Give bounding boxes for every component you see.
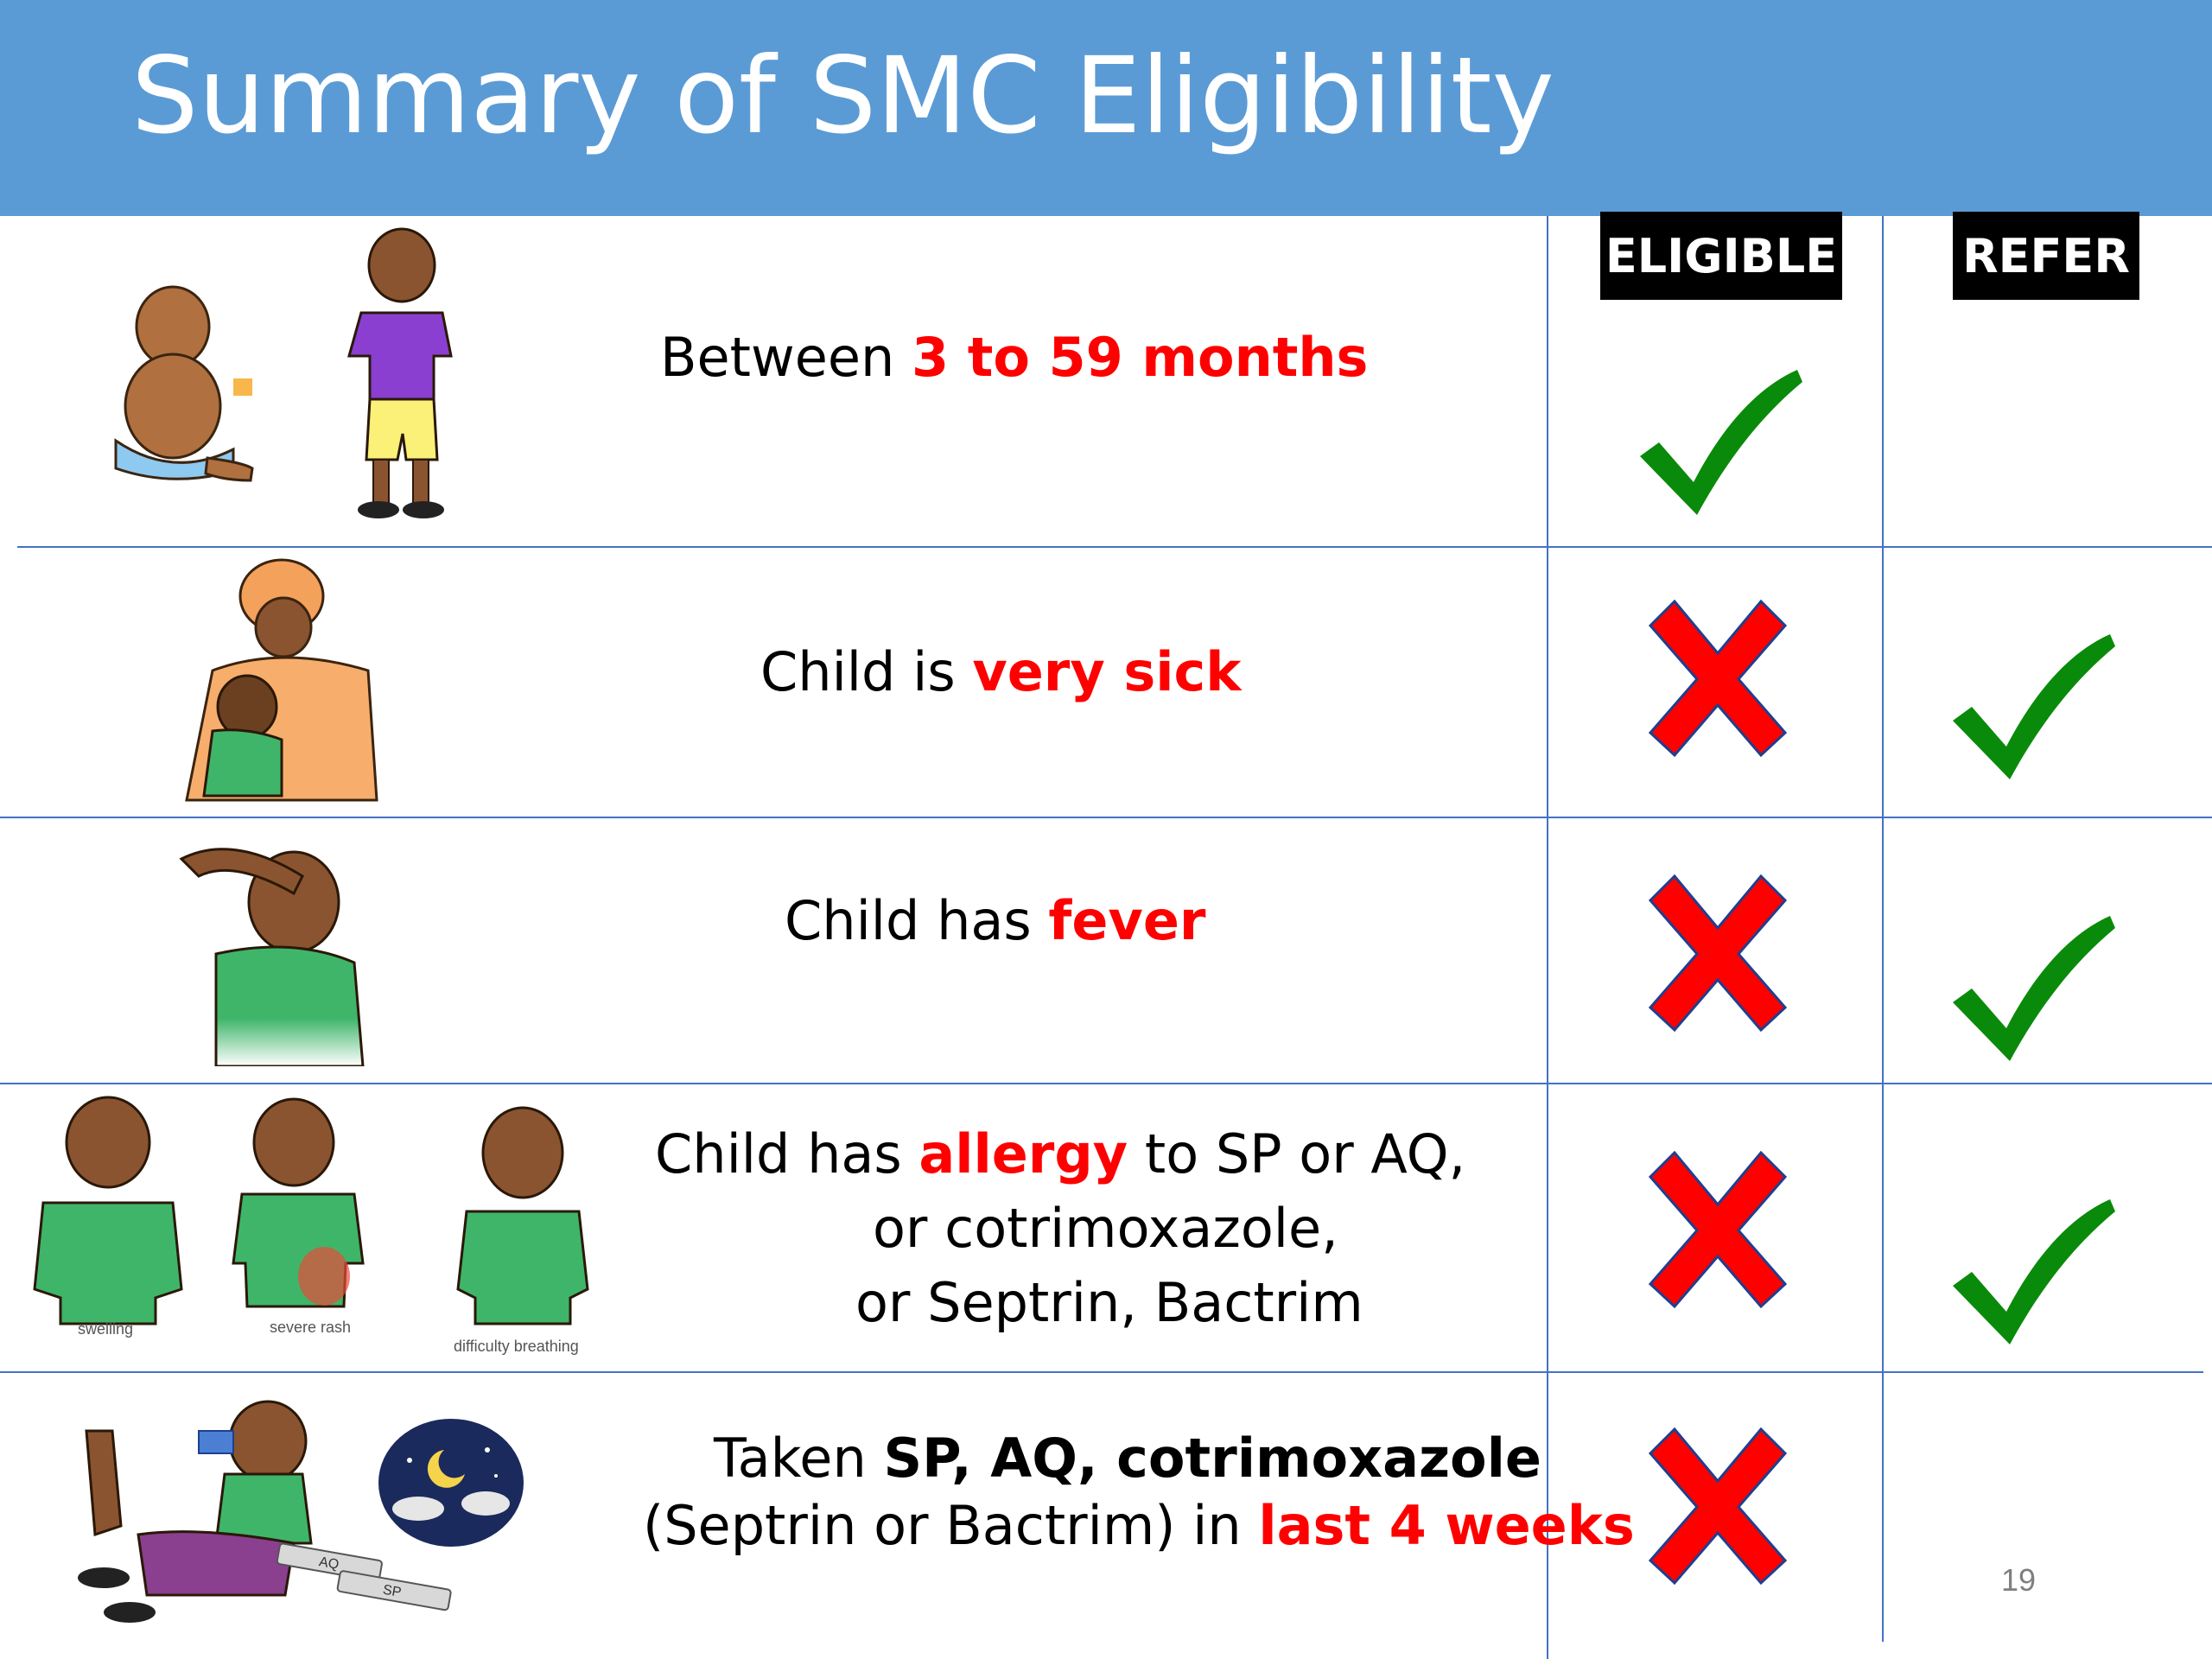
page-number: 19 — [2001, 1562, 2037, 1598]
baby-illustration — [114, 285, 254, 482]
row-4-line-2-plain: or cotrimoxazole, — [873, 1197, 1338, 1260]
grid-line — [0, 1371, 2203, 1373]
caption-severe-rash: severe rash — [270, 1319, 351, 1336]
cross-icon — [1649, 600, 1787, 757]
cross-icon — [1649, 874, 1787, 1032]
row-5-line-2-plain: (Septrin or Bactrim) in — [643, 1494, 1259, 1557]
grid-line — [17, 546, 2212, 548]
row-5-line-1-plain: Taken — [714, 1427, 884, 1490]
caption-difficulty-breathing: difficulty breathing — [454, 1338, 579, 1355]
row-4-line-2: or cotrimoxazole, — [873, 1192, 1338, 1265]
row-5-line-2: (Septrin or Bactrim) in last 4 weeks — [643, 1490, 1635, 1562]
aq-packet-label: AQ — [318, 1554, 340, 1573]
refer-header: REFER — [1953, 212, 2139, 300]
allergy-illustration: swelling severe rash difficulty breathin… — [33, 1096, 589, 1355]
sp-packet-label: SP — [382, 1583, 403, 1600]
row-4-line-1-highlight: allergy — [918, 1122, 1128, 1185]
row-3-text-plain: Child has — [785, 889, 1049, 952]
grid-line — [0, 817, 2212, 818]
row-5-line-1: Taken SP, AQ, cotrimoxazole — [714, 1422, 1541, 1495]
check-icon — [1953, 916, 2115, 1061]
caption-swelling: swelling — [78, 1320, 133, 1338]
night-moon-icon — [378, 1419, 524, 1547]
row-4-line-3-plain: or Septrin, Bactrim — [855, 1271, 1363, 1334]
child-with-fever-illustration — [179, 848, 365, 1066]
row-3-text-highlight: fever — [1048, 889, 1206, 952]
row-4-line-1-plain: Child has — [655, 1122, 919, 1185]
row-1-text-plain: Between — [660, 326, 912, 389]
grid-line — [1547, 216, 1548, 1659]
row-5-line-2-highlight: last 4 weeks — [1258, 1494, 1635, 1557]
row-3-text: Child has fever — [785, 885, 1205, 957]
cross-icon — [1649, 1427, 1787, 1585]
check-icon — [1953, 1199, 2115, 1344]
row-4-line-1: Child has allergy to SP or AQ, — [655, 1118, 1465, 1191]
grid-line — [0, 1083, 2212, 1084]
eligible-header-label: ELIGIBLE — [1605, 228, 1838, 283]
row-2-text-plain: Child is — [760, 640, 973, 703]
boy-illustration — [347, 227, 453, 518]
cross-icon — [1649, 1151, 1787, 1308]
eligible-header: ELIGIBLE — [1600, 212, 1842, 300]
row-2-text: Child is very sick — [760, 636, 1242, 709]
row-2-text-highlight: very sick — [972, 640, 1242, 703]
child-taking-medicine-illustration: AQ SP — [78, 1400, 452, 1623]
check-icon — [1640, 370, 1802, 515]
row-1-text: Between 3 to 59 months — [660, 321, 1368, 394]
row-4-line-3: or Septrin, Bactrim — [855, 1267, 1363, 1339]
row-5-line-1-bold: SP, AQ, cotrimoxazole — [883, 1427, 1541, 1490]
check-icon — [1953, 634, 2115, 779]
page-title: Summary of SMC Eligibility — [131, 35, 1554, 157]
row-1-text-highlight: 3 to 59 months — [912, 326, 1369, 389]
mother-carrying-child-illustration — [185, 558, 378, 802]
row-4-line-1-rest: to SP or AQ, — [1128, 1122, 1466, 1185]
grid-line — [1882, 216, 1884, 1642]
title-banner: Summary of SMC Eligibility — [0, 0, 2212, 216]
refer-header-label: REFER — [1962, 228, 2130, 283]
